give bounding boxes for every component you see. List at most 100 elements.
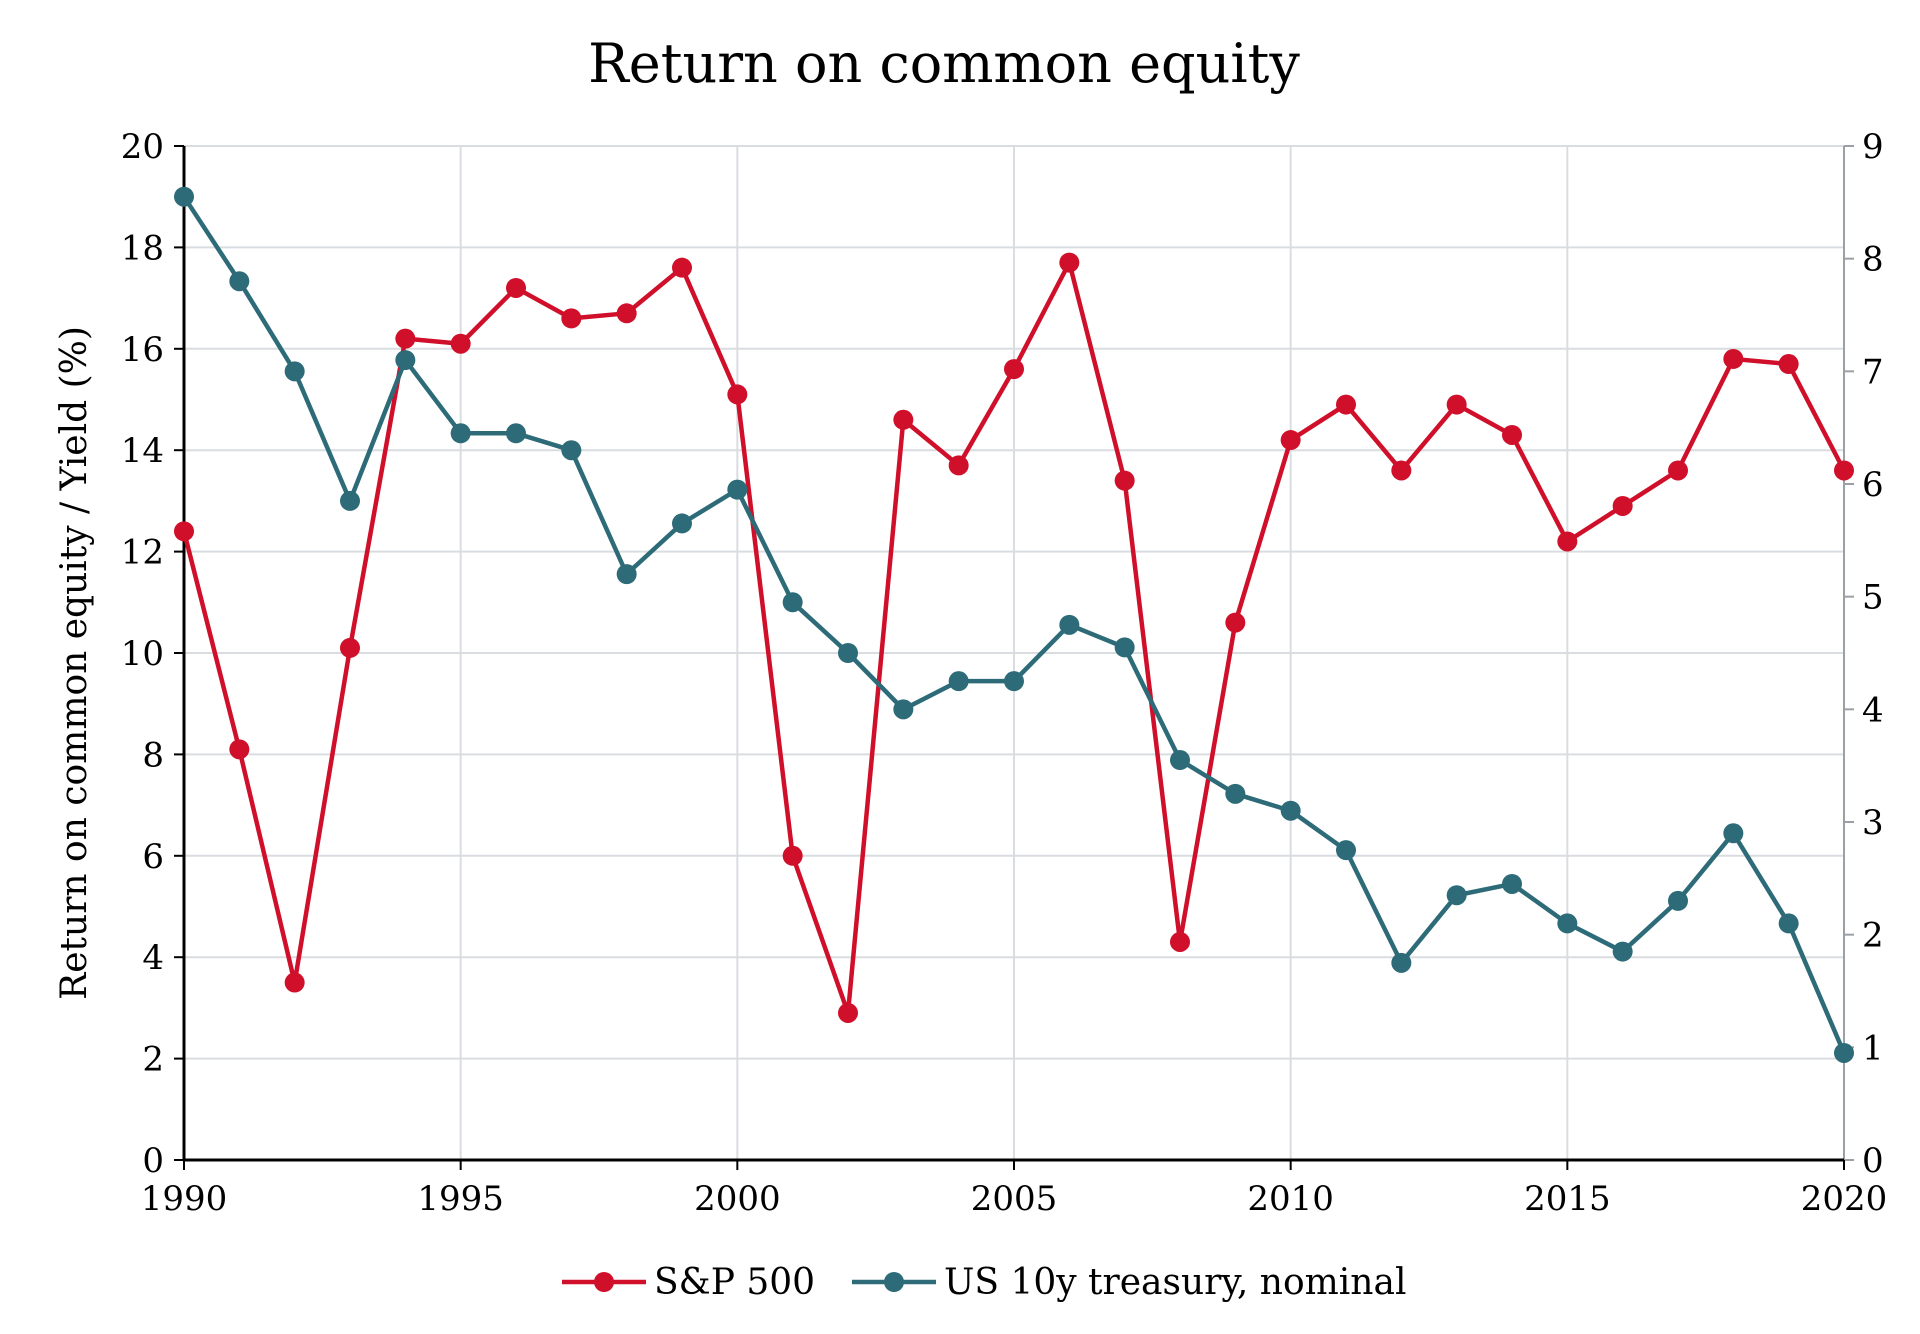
data-point-treasury [1170,750,1190,771]
data-point-sp500 [1004,359,1024,380]
data-point-treasury [229,271,250,292]
y2-tick-label: 8 [1862,240,1884,280]
data-point-treasury [174,186,194,207]
legend-label-treasury: US 10y treasury, nominal [944,1262,1406,1303]
data-point-sp500 [1336,394,1356,415]
y-tick-label: 18 [121,228,164,268]
chart-title: Return on common equity [588,32,1300,95]
data-point-sp500 [727,384,748,405]
data-point-sp500 [229,739,250,760]
series-treasury [174,186,1854,1063]
data-point-sp500 [1668,460,1688,481]
data-point-sp500 [1834,460,1854,481]
x-tick-label: 2005 [971,1179,1058,1219]
series-layer [174,186,1854,1063]
data-point-sp500 [1723,348,1744,369]
data-point-sp500 [1114,470,1135,491]
data-point-treasury [1502,873,1522,894]
x-tick-label: 2000 [694,1179,781,1219]
data-point-sp500 [1280,430,1301,451]
data-point-sp500 [782,845,803,866]
data-point-treasury [1612,941,1633,962]
x-tick-label: 1990 [141,1179,228,1219]
data-point-treasury [616,564,637,585]
data-point-sp500 [1225,612,1246,633]
y2-tick-label: 6 [1862,465,1884,505]
x-tick-label: 2020 [1801,1179,1888,1219]
legend-marker-treasury [884,1272,904,1292]
data-point-treasury [1336,840,1356,861]
y-tick-label: 20 [121,127,164,167]
data-point-treasury [450,423,471,444]
data-point-treasury [395,350,416,371]
y-axis-label: Return on common equity / Yield (%) [54,326,95,1000]
data-point-sp500 [284,972,305,993]
data-point-treasury [1446,885,1467,906]
series-sp500 [174,252,1854,1023]
data-point-treasury [1834,1042,1854,1063]
axes [174,145,1854,1170]
data-point-treasury [1225,783,1246,804]
y2-tick-label: 7 [1862,352,1884,392]
y-tick-label: 0 [142,1141,164,1181]
data-point-sp500 [1446,394,1467,415]
data-point-sp500 [1612,495,1633,516]
data-point-sp500 [838,1002,858,1023]
data-point-treasury [948,671,969,692]
y2-tick-label: 5 [1862,578,1884,618]
legend-marker-sp500 [594,1272,614,1292]
data-point-treasury [284,361,305,382]
y-tick-label: 4 [142,938,164,978]
legend-label-sp500: S&P 500 [654,1262,815,1303]
y-tick-label: 2 [142,1040,164,1080]
y2-tick-label: 1 [1862,1028,1884,1068]
y-tick-label: 6 [142,837,164,877]
data-point-treasury [1004,671,1024,692]
y-tick-label: 12 [121,533,164,573]
data-point-treasury [727,479,748,500]
legend: S&P 500 US 10y treasury, nominal [562,1262,1406,1303]
data-point-sp500 [1557,531,1578,552]
data-point-treasury [893,699,914,720]
y2-tick-label: 3 [1862,803,1884,843]
x-tick-label: 2015 [1524,1179,1611,1219]
y-tick-label: 16 [121,330,164,370]
x-tick-label: 1995 [417,1179,504,1219]
data-point-sp500 [1391,460,1412,481]
data-point-treasury [1391,952,1412,973]
data-point-sp500 [450,333,471,354]
data-point-treasury [838,643,858,663]
x-tick-label: 2010 [1247,1179,1334,1219]
data-point-treasury [561,440,582,461]
data-point-sp500 [1778,354,1799,375]
data-point-sp500 [672,257,692,278]
data-point-sp500 [948,455,969,476]
data-point-sp500 [893,409,914,430]
data-point-treasury [1280,800,1301,821]
data-point-treasury [506,423,526,444]
y2-tick-label: 4 [1862,690,1884,730]
data-point-treasury [1059,614,1080,635]
y2-tick-label: 9 [1862,127,1884,167]
data-point-sp500 [506,277,526,298]
data-point-treasury [782,592,803,613]
data-point-sp500 [561,308,582,329]
data-point-treasury [1114,637,1135,658]
data-point-sp500 [340,637,360,658]
y2-tick-label: 0 [1862,1141,1884,1181]
data-point-treasury [672,513,692,534]
data-point-treasury [1723,823,1744,844]
y-tick-label: 14 [121,431,164,471]
data-point-treasury [1557,913,1578,934]
data-point-treasury [1668,890,1688,911]
data-point-treasury [1778,913,1799,934]
data-point-sp500 [1170,931,1190,952]
data-point-sp500 [395,328,416,349]
data-point-sp500 [1502,424,1522,445]
data-point-sp500 [1059,252,1080,273]
data-point-treasury [340,490,360,511]
y-tick-label: 10 [121,634,164,674]
data-point-sp500 [174,521,194,542]
